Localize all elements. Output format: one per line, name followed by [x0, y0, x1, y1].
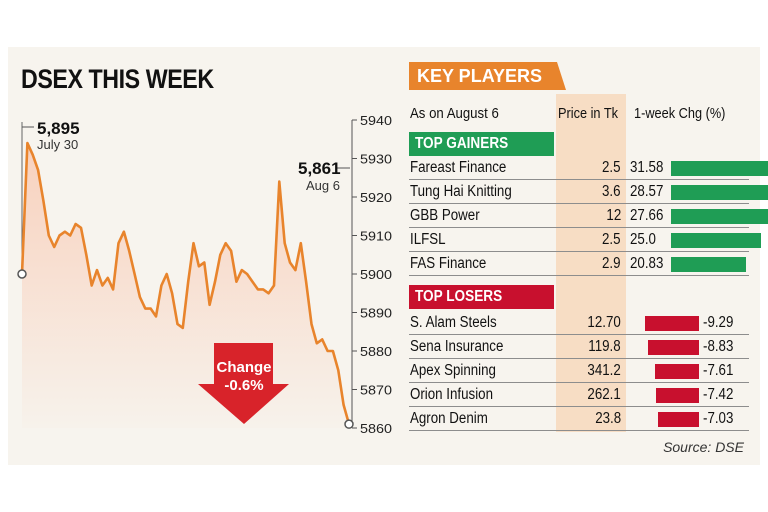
change-value: 27.66 — [630, 207, 664, 224]
company-name: Orion Infusion — [410, 386, 493, 403]
y-tick-label: 5910 — [360, 229, 392, 244]
gainer-row: ILFSL 2.5 25.0 — [409, 229, 762, 252]
price-column-highlight — [556, 94, 626, 432]
row-divider — [409, 382, 749, 383]
gainer-change-bar — [671, 233, 762, 248]
row-divider — [409, 430, 749, 431]
y-tick-label: 5870 — [360, 383, 392, 398]
change-value: -7.61 — [703, 362, 734, 379]
change-value: 28.57 — [630, 183, 664, 200]
row-divider — [409, 358, 749, 359]
company-name: ILFSL — [410, 231, 446, 248]
change-value: 20.83 — [630, 255, 664, 272]
as-of-date: As on August 6 — [410, 105, 499, 122]
gainer-change-bar — [671, 257, 747, 272]
gainer-row: Fareast Finance 2.5 31.58 — [409, 157, 768, 180]
change-arrow — [198, 343, 289, 424]
change-value: -0.6% — [224, 377, 263, 394]
company-name: GBB Power — [410, 207, 480, 224]
company-name: Apex Spinning — [410, 362, 496, 379]
row-divider — [409, 275, 749, 276]
row-divider — [409, 227, 749, 228]
price-value: 3.6 — [602, 183, 621, 200]
price-value: 12.70 — [587, 314, 621, 331]
change-value: 25.0 — [630, 231, 656, 248]
start-point — [17, 269, 27, 279]
start-value: 5,895 — [37, 119, 80, 138]
change-value: 31.58 — [630, 159, 664, 176]
price-header: Price in Tk — [558, 105, 618, 122]
gainer-change-bar — [671, 161, 768, 176]
y-tick-label: 5930 — [360, 152, 392, 167]
y-tick-label: 5880 — [360, 344, 392, 359]
change-label: Change — [216, 359, 271, 376]
price-value: 2.5 — [602, 231, 621, 248]
key-players-banner: KEY PLAYERS — [409, 62, 566, 90]
gainer-row: Tung Hai Knitting 3.6 28.57 — [409, 181, 768, 204]
top-gainers-heading: TOP GAINERS — [409, 132, 554, 156]
change-value: -7.03 — [703, 410, 734, 427]
change-header: 1-week Chg (%) — [634, 105, 726, 122]
change-value: -9.29 — [703, 314, 734, 331]
y-tick-label: 5920 — [360, 190, 392, 205]
change-value: -7.42 — [703, 386, 734, 403]
loser-row: Sena Insurance 119.8 -8.83 — [409, 336, 749, 359]
loser-row: Orion Infusion 262.1 -7.42 — [409, 384, 749, 407]
price-value: 262.1 — [587, 386, 621, 403]
top-losers-heading: TOP LOSERS — [409, 285, 554, 309]
gainer-change-bar — [671, 185, 768, 200]
loser-change-bar — [658, 412, 699, 427]
y-tick-label: 5890 — [360, 306, 392, 321]
chart-area-fill — [22, 143, 349, 428]
company-name: FAS Finance — [410, 255, 487, 272]
end-value: 5,861 — [298, 159, 341, 178]
chart-title: DSEX THIS WEEK — [21, 64, 214, 94]
price-value: 119.8 — [588, 338, 621, 355]
price-value: 341.2 — [587, 362, 621, 379]
gainer-change-bar — [671, 209, 768, 224]
loser-change-bar — [645, 316, 699, 331]
price-value: 23.8 — [595, 410, 621, 427]
loser-change-bar — [647, 340, 699, 355]
loser-row: S. Alam Steels 12.70 -9.29 — [409, 312, 749, 335]
loser-row: Agron Denim 23.8 -7.03 — [409, 408, 749, 431]
price-value: 12 — [606, 207, 621, 224]
loser-change-bar — [655, 388, 699, 403]
key-players-title: KEY PLAYERS — [417, 66, 542, 86]
company-name: Fareast Finance — [410, 159, 507, 176]
source-note: Source: DSE — [663, 439, 744, 455]
row-divider — [409, 406, 749, 407]
gainer-row: FAS Finance 2.9 20.83 — [409, 253, 749, 276]
gainer-row: GBB Power 12 27.66 — [409, 205, 768, 228]
price-value: 2.5 — [602, 159, 621, 176]
end-point — [344, 419, 354, 429]
row-divider — [409, 203, 749, 204]
dsex-line — [20, 141, 351, 425]
y-tick-label: 5940 — [360, 113, 392, 128]
company-name: Tung Hai Knitting — [410, 183, 512, 200]
company-name: Sena Insurance — [410, 338, 504, 355]
start-date: July 30 — [37, 137, 78, 152]
row-divider — [409, 251, 749, 252]
loser-row: Apex Spinning 341.2 -7.61 — [409, 360, 749, 383]
y-tick-label: 5860 — [360, 421, 392, 436]
y-tick-label: 5900 — [360, 267, 392, 282]
row-divider — [409, 179, 749, 180]
loser-change-bar — [654, 364, 699, 379]
company-name: S. Alam Steels — [410, 314, 497, 331]
company-name: Agron Denim — [410, 410, 488, 427]
change-value: -8.83 — [703, 338, 734, 355]
price-value: 2.9 — [602, 255, 621, 272]
end-date: Aug 6 — [306, 178, 340, 193]
row-divider — [409, 334, 749, 335]
